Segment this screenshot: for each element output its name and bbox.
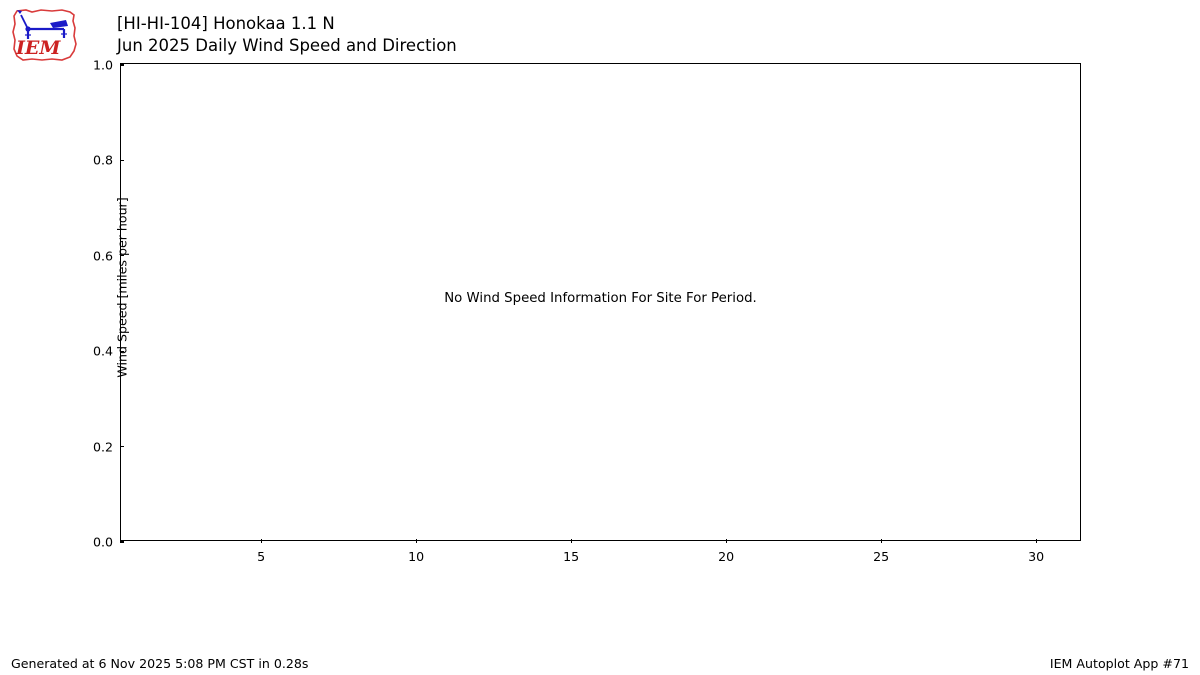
x-tick-10: 10 xyxy=(408,538,424,564)
x-tick-label-15: 15 xyxy=(563,548,580,564)
x-tick-label-25: 25 xyxy=(873,548,890,564)
y-tick-3: 0.6 xyxy=(93,248,124,263)
y-tick-label-1: 0.2 xyxy=(92,439,113,455)
y-tick-label-3: 0.6 xyxy=(92,248,113,264)
x-tick-30: 30 xyxy=(1028,538,1044,564)
title-line-period: Jun 2025 Daily Wind Speed and Direction xyxy=(117,36,457,55)
title-line-station: [HI-HI-104] Honokaa 1.1 N xyxy=(117,14,335,33)
x-tick-20: 20 xyxy=(718,538,734,564)
anemometer-hub-icon xyxy=(25,26,31,32)
iem-logo[interactable]: IEM xyxy=(8,6,84,64)
x-tick-25: 25 xyxy=(873,538,889,564)
y-axis-label: Wind Speed [miles per hour] xyxy=(114,197,130,378)
y-tick-label-5: 1.0 xyxy=(92,57,113,73)
y-tick-label-0: 0.0 xyxy=(92,534,113,550)
x-tick-5: 5 xyxy=(257,538,265,564)
y-tick-2: 0.4 xyxy=(93,344,124,359)
iem-logo-svg: IEM xyxy=(12,9,77,61)
x-tick-label-10: 10 xyxy=(408,548,425,564)
anemometer-cup-icon xyxy=(17,10,22,14)
y-tick-0: 0.0 xyxy=(93,535,124,550)
x-tick-label-20: 20 xyxy=(718,548,735,564)
y-tick-1: 0.2 xyxy=(93,439,124,454)
y-tick-5: 1.0 xyxy=(93,58,124,73)
y-tick-label-2: 0.4 xyxy=(92,343,113,359)
x-tick-label-30: 30 xyxy=(1028,548,1045,564)
page-title: [HI-HI-104] Honokaa 1.1 N Jun 2025 Daily… xyxy=(117,13,457,57)
x-tick-label-5: 5 xyxy=(257,548,266,564)
no-data-message: No Wind Speed Information For Site For P… xyxy=(444,291,757,306)
footer-app-text: IEM Autoplot App #71 xyxy=(1049,656,1189,671)
anemometer-arm-icon xyxy=(20,14,29,30)
iem-wordmark: IEM xyxy=(15,37,61,59)
y-tick-label-4: 0.8 xyxy=(92,152,113,168)
footer-generated-text: Generated at 6 Nov 2025 5:08 PM CST in 0… xyxy=(11,656,309,671)
x-tick-15: 15 xyxy=(563,538,579,564)
chart-plot-area: No Wind Speed Information For Site For P… xyxy=(93,58,1081,564)
wind-vane-icon xyxy=(50,20,68,28)
iowa-outline-icon xyxy=(12,9,77,61)
y-tick-4: 0.8 xyxy=(93,153,124,168)
